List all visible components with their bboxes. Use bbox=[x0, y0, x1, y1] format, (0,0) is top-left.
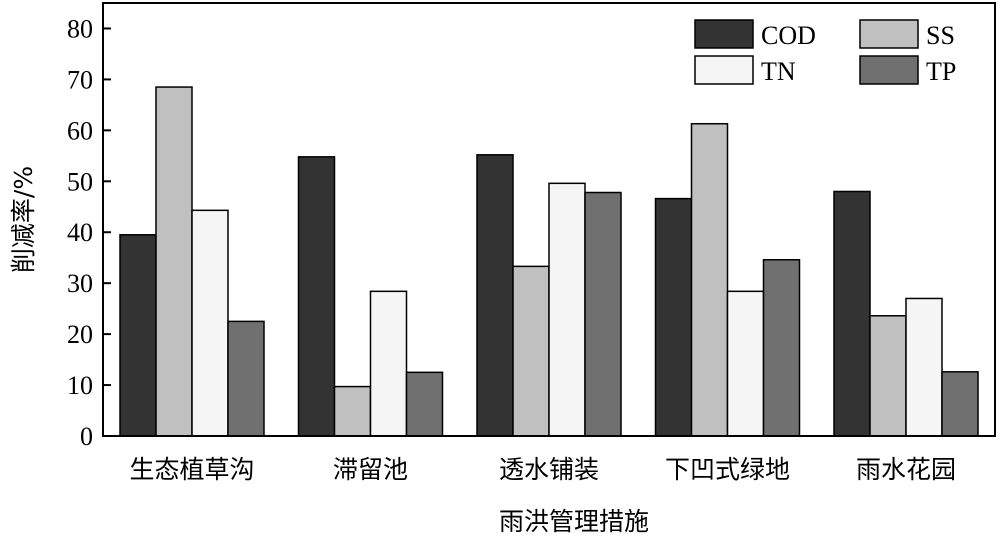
y-tick-label: 60 bbox=[67, 116, 93, 145]
y-tick-label: 10 bbox=[67, 371, 93, 400]
bar-cod bbox=[297, 156, 336, 437]
bar-cod bbox=[119, 234, 157, 437]
legend-label-ss: SS bbox=[926, 21, 955, 50]
legend-swatch-ss bbox=[859, 19, 919, 49]
bar-ss bbox=[155, 86, 193, 437]
y-tick-label: 40 bbox=[67, 218, 93, 247]
bar-ss bbox=[512, 265, 550, 437]
legend-label-cod: COD bbox=[761, 21, 816, 50]
legend-swatch-tp bbox=[859, 55, 919, 85]
y-tick-label: 50 bbox=[67, 167, 93, 196]
x-axis: 生态植草沟 滞留池 透水铺装 下凹式绿地 雨水花园 bbox=[129, 455, 956, 484]
x-category-label: 透水铺装 bbox=[499, 455, 599, 484]
bar-tp bbox=[227, 320, 265, 437]
y-tick-label: 30 bbox=[67, 269, 93, 298]
legend-label-tn: TN bbox=[761, 57, 796, 86]
y-tick-label: 80 bbox=[67, 14, 93, 43]
y-tick-label: 70 bbox=[67, 65, 93, 94]
bar-tp bbox=[762, 258, 801, 437]
x-category-label: 下凹式绿地 bbox=[665, 455, 790, 484]
y-tick-label: 20 bbox=[67, 320, 93, 349]
bar-tn bbox=[548, 182, 586, 437]
bar-tn bbox=[726, 290, 765, 437]
legend: COD SS TN TP bbox=[694, 19, 956, 86]
bar-cod bbox=[654, 197, 693, 437]
bar-tn bbox=[369, 290, 408, 437]
x-category-label: 滞留池 bbox=[333, 455, 408, 484]
bar-cod bbox=[476, 154, 514, 437]
y-axis: 0 10 20 30 40 50 60 70 80 bbox=[67, 14, 111, 451]
y-axis-title: 削减率/% bbox=[9, 166, 38, 273]
bar-tp bbox=[584, 191, 622, 437]
bar-tp bbox=[941, 371, 979, 437]
bar-tn bbox=[191, 209, 229, 437]
legend-swatch-tn bbox=[694, 55, 754, 85]
bar-tn bbox=[905, 297, 943, 437]
legend-swatch-cod bbox=[694, 19, 754, 49]
x-category-label: 雨水花园 bbox=[856, 455, 956, 484]
x-category-label: 生态植草沟 bbox=[129, 455, 254, 484]
bar-ss bbox=[869, 315, 907, 437]
bars-layer bbox=[119, 86, 979, 437]
x-axis-title: 雨洪管理措施 bbox=[499, 507, 649, 536]
bar-ss bbox=[690, 122, 729, 437]
bar-cod bbox=[833, 190, 871, 437]
bar-tp bbox=[405, 371, 444, 437]
y-tick-label: 0 bbox=[80, 422, 93, 451]
bar-ss bbox=[333, 385, 372, 437]
plot-frame bbox=[102, 2, 996, 437]
legend-label-tp: TP bbox=[926, 57, 956, 86]
